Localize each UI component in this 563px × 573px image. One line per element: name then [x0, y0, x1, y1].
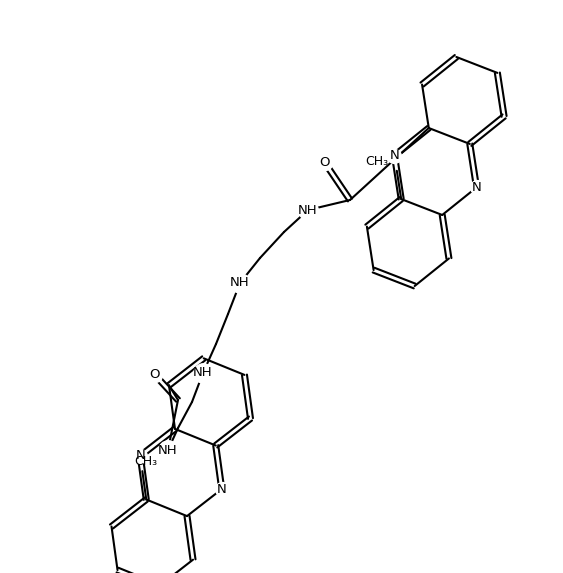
Text: N: N: [390, 149, 399, 162]
Text: O: O: [150, 368, 160, 382]
Text: NH: NH: [230, 277, 250, 289]
Text: NH: NH: [298, 203, 318, 217]
Text: N: N: [217, 482, 227, 496]
Text: NH: NH: [158, 444, 178, 457]
Text: NH: NH: [193, 367, 213, 379]
Text: CH₃: CH₃: [135, 455, 158, 468]
Text: N: N: [135, 449, 145, 462]
Text: O: O: [320, 156, 330, 170]
Text: N: N: [472, 181, 481, 194]
Text: CH₃: CH₃: [366, 155, 389, 168]
